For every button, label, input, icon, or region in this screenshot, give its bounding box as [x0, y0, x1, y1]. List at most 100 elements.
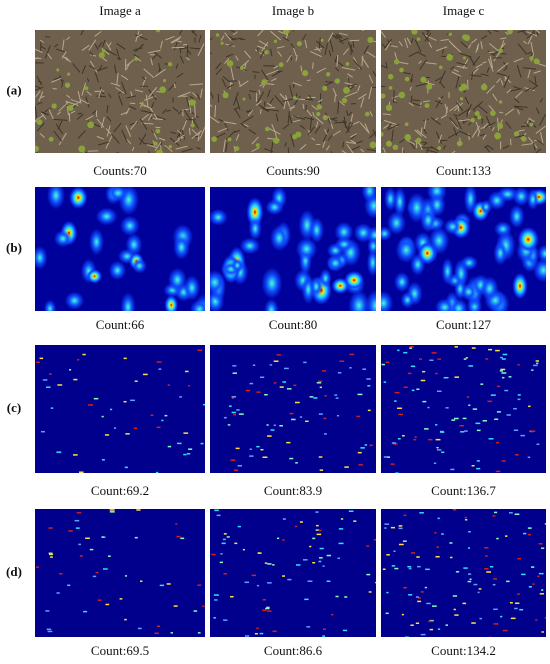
density-dot: [318, 413, 323, 415]
straw: [386, 124, 400, 131]
straw: [333, 35, 341, 38]
straw: [55, 123, 64, 135]
seedling: [255, 143, 260, 148]
straw: [148, 86, 158, 98]
seedling: [141, 102, 145, 107]
seedling: [448, 32, 453, 36]
density-dot: [252, 364, 256, 366]
straw: [235, 96, 241, 110]
straw: [362, 30, 365, 32]
straw: [504, 108, 515, 116]
straw: [62, 39, 65, 51]
image-content: [210, 345, 376, 473]
straw: [79, 98, 89, 105]
density-dot: [482, 420, 487, 422]
density-dot: [384, 523, 390, 525]
seedling: [470, 117, 475, 123]
density-dot: [450, 468, 455, 471]
straw: [130, 120, 138, 130]
straw: [486, 30, 492, 35]
density-dot: [249, 455, 254, 457]
image-content: [381, 187, 546, 311]
straw: [440, 114, 447, 119]
density-dot: [535, 619, 538, 621]
seedling: [533, 58, 540, 65]
density-dot: [499, 370, 504, 372]
straw: [366, 148, 376, 152]
density-dot: [500, 356, 503, 359]
column-header: Image c: [443, 3, 485, 18]
straw: [257, 30, 264, 37]
straw: [229, 30, 236, 33]
density-dot: [500, 615, 503, 618]
density-dot: [492, 515, 496, 517]
seedling: [343, 86, 350, 94]
straw: [346, 122, 351, 130]
density-dot: [267, 610, 272, 612]
straw: [437, 97, 442, 101]
straw: [451, 150, 456, 153]
density-dot: [140, 580, 143, 583]
straw: [345, 122, 354, 134]
density-dot: [517, 394, 521, 396]
density-dot: [493, 623, 499, 625]
straw: [36, 152, 38, 153]
seedling: [399, 67, 404, 73]
density-dot: [433, 462, 437, 465]
straw: [181, 129, 186, 140]
straw: [234, 129, 240, 133]
straw: [94, 43, 99, 50]
straw: [84, 151, 90, 153]
density-dot: [46, 628, 52, 631]
heat-blob: [449, 298, 468, 311]
straw: [194, 104, 196, 117]
density-dot: [267, 435, 272, 437]
density-dot: [309, 396, 314, 398]
heat-blob: [125, 233, 143, 256]
density-dot: [353, 520, 357, 522]
density-dot: [419, 358, 422, 360]
straw: [153, 51, 162, 59]
straw: [489, 43, 500, 52]
density-dot: [488, 348, 493, 351]
straw: [134, 43, 144, 53]
straw: [273, 65, 279, 69]
straw: [147, 113, 153, 121]
density-dot: [276, 354, 282, 356]
straw: [283, 37, 290, 42]
straw: [242, 115, 254, 123]
density-dot: [236, 409, 240, 411]
density-dot: [273, 382, 277, 384]
image-content: [35, 187, 205, 311]
density-dot: [420, 379, 426, 382]
density-dot: [159, 584, 164, 587]
seedling: [498, 48, 503, 54]
density-dot: [527, 533, 531, 536]
density-dot: [469, 578, 472, 581]
density-dot: [510, 617, 516, 620]
density-dot: [235, 447, 240, 450]
density-dot: [170, 632, 174, 634]
straw: [100, 117, 105, 128]
straw: [368, 131, 376, 139]
straw: [430, 117, 441, 126]
density-dot: [373, 538, 376, 541]
straw: [484, 121, 496, 129]
density-dot: [527, 527, 532, 529]
straw: [173, 40, 179, 51]
straw: [381, 67, 382, 69]
straw: [261, 107, 269, 113]
density-dot: [213, 594, 219, 596]
straw: [191, 30, 196, 34]
straw: [419, 102, 422, 108]
straw: [419, 144, 423, 151]
density-dot: [517, 557, 521, 560]
straw: [282, 123, 290, 130]
density-dot: [453, 608, 456, 611]
straw: [450, 66, 455, 70]
density-dot: [67, 584, 71, 587]
straw: [36, 122, 45, 132]
straw: [371, 86, 376, 89]
row-label: (c): [7, 400, 21, 415]
image-content: [35, 509, 205, 637]
